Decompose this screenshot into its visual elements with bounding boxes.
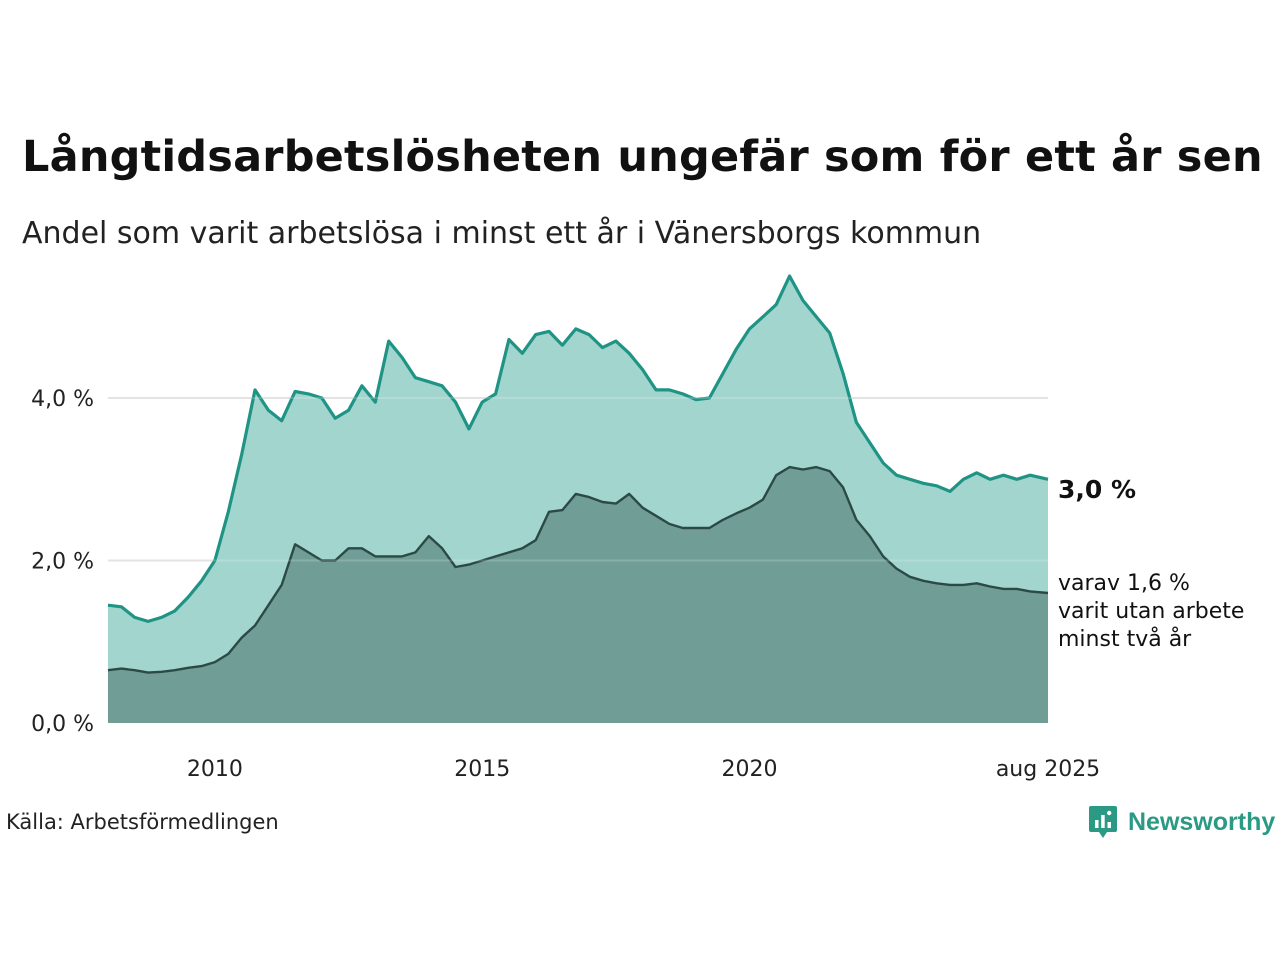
y-axis-ticks: 0,0 % 2,0 % 4,0 % bbox=[31, 387, 94, 737]
chart-title: Långtidsarbetslösheten ungefär som för e… bbox=[22, 132, 1263, 182]
source-note: Källa: Arbetsförmedlingen bbox=[6, 810, 279, 834]
x-tick-label: aug 2025 bbox=[996, 757, 1100, 782]
series-line-one-year bbox=[107, 274, 1049, 623]
y-tick-label: 2,0 % bbox=[31, 550, 94, 575]
end-label-sub-line-1: varav 1,6 % bbox=[1058, 571, 1190, 596]
y-tick-label: 4,0 % bbox=[31, 387, 94, 412]
areas bbox=[108, 276, 1048, 723]
end-label-total: 3,0 % bbox=[1058, 475, 1136, 504]
x-tick-label: 2020 bbox=[722, 757, 778, 782]
x-tick-label: 2010 bbox=[187, 757, 243, 782]
brand-name: Newsworthy bbox=[1128, 807, 1276, 836]
chart-subtitle: Andel som varit arbetslösa i minst ett å… bbox=[22, 216, 982, 251]
end-labels: 3,0 % varav 1,6 % varit utan arbete mins… bbox=[1058, 475, 1244, 652]
x-tick-label: 2015 bbox=[454, 757, 510, 782]
x-axis-ticks: 2010 2015 2020 aug 2025 bbox=[187, 757, 1100, 782]
brand-logo[interactable]: Newsworthy bbox=[1088, 804, 1275, 840]
newsworthy-logo-icon bbox=[1089, 806, 1117, 838]
series-area-two-year bbox=[108, 467, 1048, 723]
series-lines bbox=[107, 274, 1049, 674]
series-line-two-year bbox=[107, 465, 1049, 674]
end-label-sub-line-2: varit utan arbete bbox=[1058, 599, 1244, 624]
end-label-sub-line-3: minst två år bbox=[1058, 626, 1192, 652]
y-tick-label: 0,0 % bbox=[31, 712, 94, 737]
